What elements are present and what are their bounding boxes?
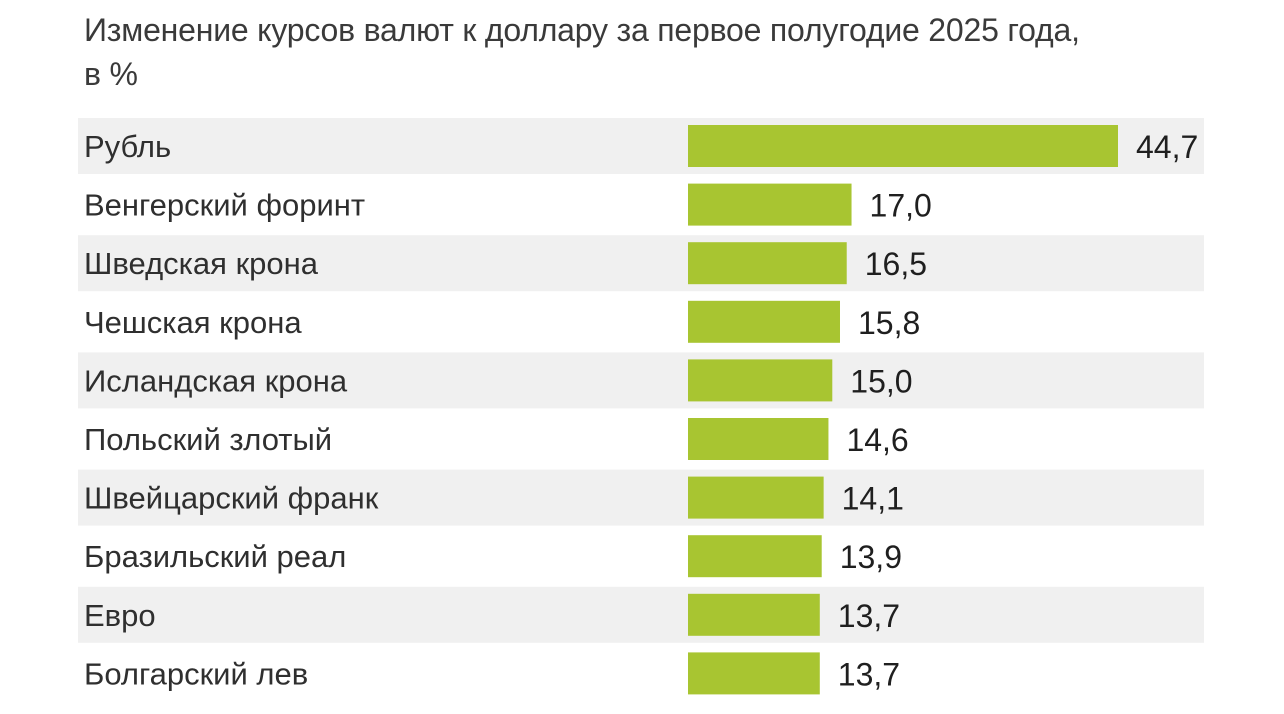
category-label: Рубль: [84, 129, 171, 164]
bar: [688, 359, 833, 402]
value-label: 13,9: [840, 539, 902, 575]
value-label: 17,0: [870, 188, 932, 224]
category-label: Исландская крона: [84, 363, 348, 398]
row-band: [78, 469, 1204, 526]
category-label: Евро: [84, 598, 156, 633]
row-band: [78, 235, 1204, 292]
bar: [688, 125, 1118, 167]
bar: [688, 183, 852, 226]
row-band: [78, 352, 1204, 409]
category-label: Швейцарский франк: [84, 481, 379, 516]
bar: [688, 242, 847, 285]
bar: [688, 300, 840, 343]
bar: [688, 593, 820, 636]
value-label: 15,0: [850, 363, 912, 399]
category-label: Болгарский лев: [84, 656, 308, 691]
category-label: Бразильский реал: [84, 539, 346, 574]
bar: [688, 418, 829, 460]
category-label: Венгерский форинт: [84, 188, 365, 223]
value-label: 44,7: [1136, 129, 1198, 165]
category-label: Шведская крона: [84, 246, 319, 281]
row-band: [78, 586, 1204, 643]
bar: [688, 476, 824, 519]
value-label: 14,1: [842, 481, 904, 517]
chart-title: Изменение курсов валют к доллару за перв…: [84, 12, 1080, 92]
bar: [688, 652, 820, 695]
category-label: Польский злотый: [84, 422, 332, 457]
value-label: 13,7: [838, 598, 900, 634]
category-label: Чешская крона: [84, 305, 302, 340]
value-label: 14,6: [846, 422, 908, 458]
value-label: 13,7: [838, 656, 900, 692]
value-label: 15,8: [858, 305, 920, 341]
bar: [688, 535, 822, 578]
value-label: 16,5: [865, 246, 927, 282]
